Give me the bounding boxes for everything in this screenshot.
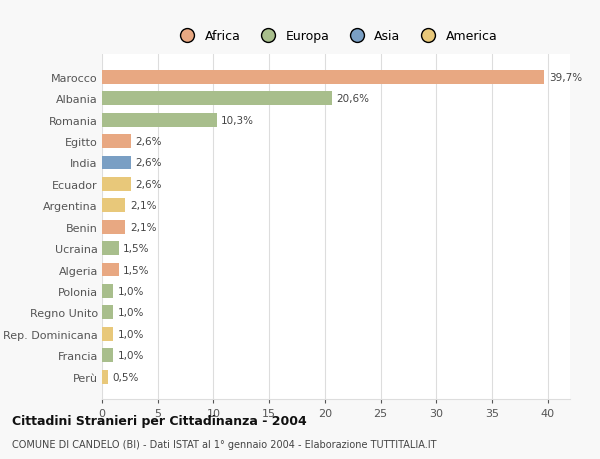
Bar [102,113,217,127]
Bar [102,71,544,84]
Text: 1,5%: 1,5% [123,244,149,253]
Text: 0,5%: 0,5% [112,372,139,382]
Legend: Africa, Europa, Asia, America: Africa, Europa, Asia, America [172,28,500,45]
Bar [102,348,113,362]
Bar [102,135,131,149]
Text: 1,0%: 1,0% [118,329,144,339]
Bar [102,220,125,234]
Bar [102,370,107,384]
Bar [102,178,131,191]
Text: 2,6%: 2,6% [136,179,162,190]
Bar [102,241,119,256]
Bar [102,306,113,319]
Text: 1,0%: 1,0% [118,308,144,318]
Text: 1,5%: 1,5% [123,265,149,275]
Text: COMUNE DI CANDELO (BI) - Dati ISTAT al 1° gennaio 2004 - Elaborazione TUTTITALIA: COMUNE DI CANDELO (BI) - Dati ISTAT al 1… [12,440,437,449]
Text: 10,3%: 10,3% [221,115,254,125]
Bar [102,263,119,277]
Text: 39,7%: 39,7% [549,73,582,83]
Text: 2,1%: 2,1% [130,222,157,232]
Text: 1,0%: 1,0% [118,286,144,296]
Text: 2,6%: 2,6% [136,158,162,168]
Text: 2,6%: 2,6% [136,137,162,147]
Bar [102,327,113,341]
Text: Cittadini Stranieri per Cittadinanza - 2004: Cittadini Stranieri per Cittadinanza - 2… [12,414,307,428]
Text: 20,6%: 20,6% [336,94,369,104]
Bar [102,284,113,298]
Text: 1,0%: 1,0% [118,350,144,360]
Text: 2,1%: 2,1% [130,201,157,211]
Bar [102,156,131,170]
Bar [102,92,332,106]
Bar [102,199,125,213]
